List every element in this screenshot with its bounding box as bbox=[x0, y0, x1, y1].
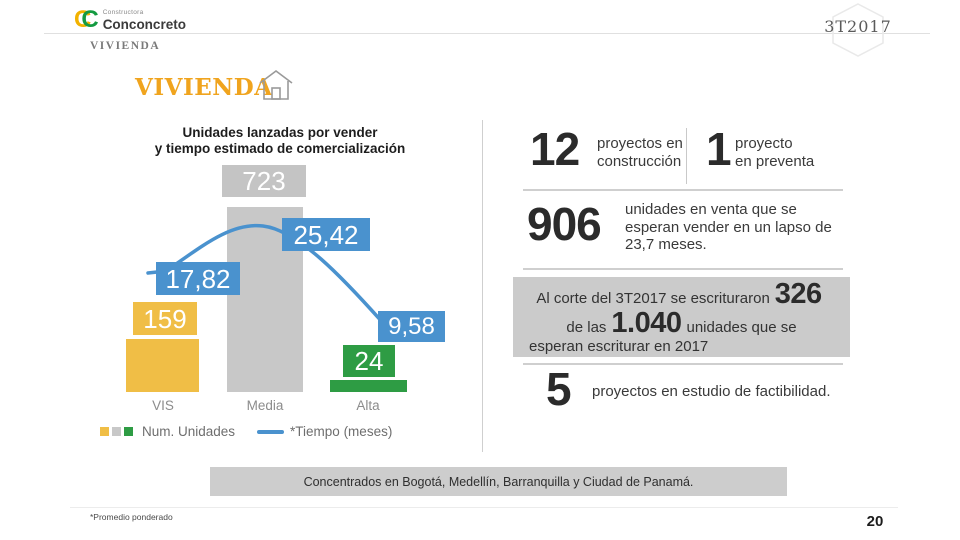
bar-value-label-media: 723 bbox=[222, 165, 306, 197]
time-label-vis: 17,82 bbox=[156, 262, 240, 295]
deeds-suffix2: esperan escriturar en 2017 bbox=[529, 338, 709, 355]
time-label-media: 25,42 bbox=[282, 218, 370, 251]
chart-title-line1: Unidades lanzadas por vender bbox=[182, 125, 378, 140]
legend-swatch-yellow-icon bbox=[100, 427, 109, 436]
rule-1 bbox=[523, 189, 843, 191]
period-badge: 3T2017 bbox=[824, 17, 892, 36]
trend-line bbox=[146, 223, 386, 326]
stat-feasibility-value: 5 bbox=[546, 363, 572, 415]
company-logo: C C Constructora Conconcreto bbox=[74, 8, 186, 32]
legend-swatch-green-icon bbox=[124, 427, 133, 436]
deeds-value-1040: 1.040 bbox=[611, 307, 682, 339]
legend-line-icon bbox=[257, 429, 285, 434]
footnote: *Promedio ponderado bbox=[90, 512, 173, 522]
stat-sales-label: unidades en venta que se esperan vender … bbox=[625, 201, 832, 254]
locations-banner: Concentrados en Bogotá, Medellín, Barran… bbox=[210, 467, 787, 496]
legend-swatch-gray-icon bbox=[112, 427, 121, 436]
stat-presale-label: proyecto en preventa bbox=[735, 135, 815, 170]
chart-title: Unidades lanzadas por vender y tiempo es… bbox=[110, 125, 450, 157]
panel-divider bbox=[482, 120, 483, 452]
bar-vis bbox=[126, 339, 199, 392]
hexagon-icon bbox=[832, 3, 884, 57]
stat-sales-value: 906 bbox=[527, 198, 602, 250]
footer-divider bbox=[70, 507, 898, 508]
category-label-alta: Alta bbox=[356, 398, 380, 413]
page-title: VIVIENDA bbox=[135, 74, 273, 101]
deeds-suffix1: unidades que se bbox=[686, 319, 797, 336]
bar-value-label-alta: 24 bbox=[343, 345, 395, 377]
legend-bars-label: Num. Unidades bbox=[142, 424, 236, 439]
deeds-prefix: Al corte del 3T2017 se escrituraron bbox=[536, 290, 770, 307]
rule-2 bbox=[523, 268, 843, 270]
stat-construction-label: proyectos en construcción bbox=[597, 135, 683, 170]
stat-feasibility-label: proyectos en estudio de factibilidad. bbox=[592, 383, 831, 400]
header-divider bbox=[44, 33, 930, 34]
breadcrumb: VIVIENDA bbox=[90, 40, 161, 52]
brand-name-small: Constructora bbox=[102, 8, 144, 16]
rule-3 bbox=[523, 363, 843, 365]
chart-title-line2: y tiempo estimado de comercialización bbox=[154, 141, 406, 157]
brand-name: Conconcreto bbox=[102, 16, 186, 32]
category-label-media: Media bbox=[246, 398, 284, 413]
legend-line-label: *Tiempo (meses) bbox=[290, 424, 393, 439]
chart-legend: Num. Unidades *Tiempo (meses) bbox=[100, 424, 392, 439]
deeds-middle: de las bbox=[566, 319, 607, 336]
stat-presale-value: 1 bbox=[706, 123, 732, 175]
bar-value-label-vis: 159 bbox=[133, 302, 197, 335]
logo-cc-icon: C C bbox=[74, 6, 99, 33]
stat-construction-value: 12 bbox=[530, 123, 580, 175]
house-icon bbox=[259, 70, 293, 100]
bar-alta bbox=[330, 380, 407, 392]
deeds-box: Al corte del 3T2017 se escrituraron 326 … bbox=[513, 277, 850, 357]
page-number: 20 bbox=[866, 513, 884, 530]
time-label-alta: 9,58 bbox=[378, 311, 445, 342]
category-label-vis: VIS bbox=[152, 398, 174, 413]
stat-divider bbox=[686, 128, 687, 184]
deeds-value-326: 326 bbox=[774, 278, 822, 310]
